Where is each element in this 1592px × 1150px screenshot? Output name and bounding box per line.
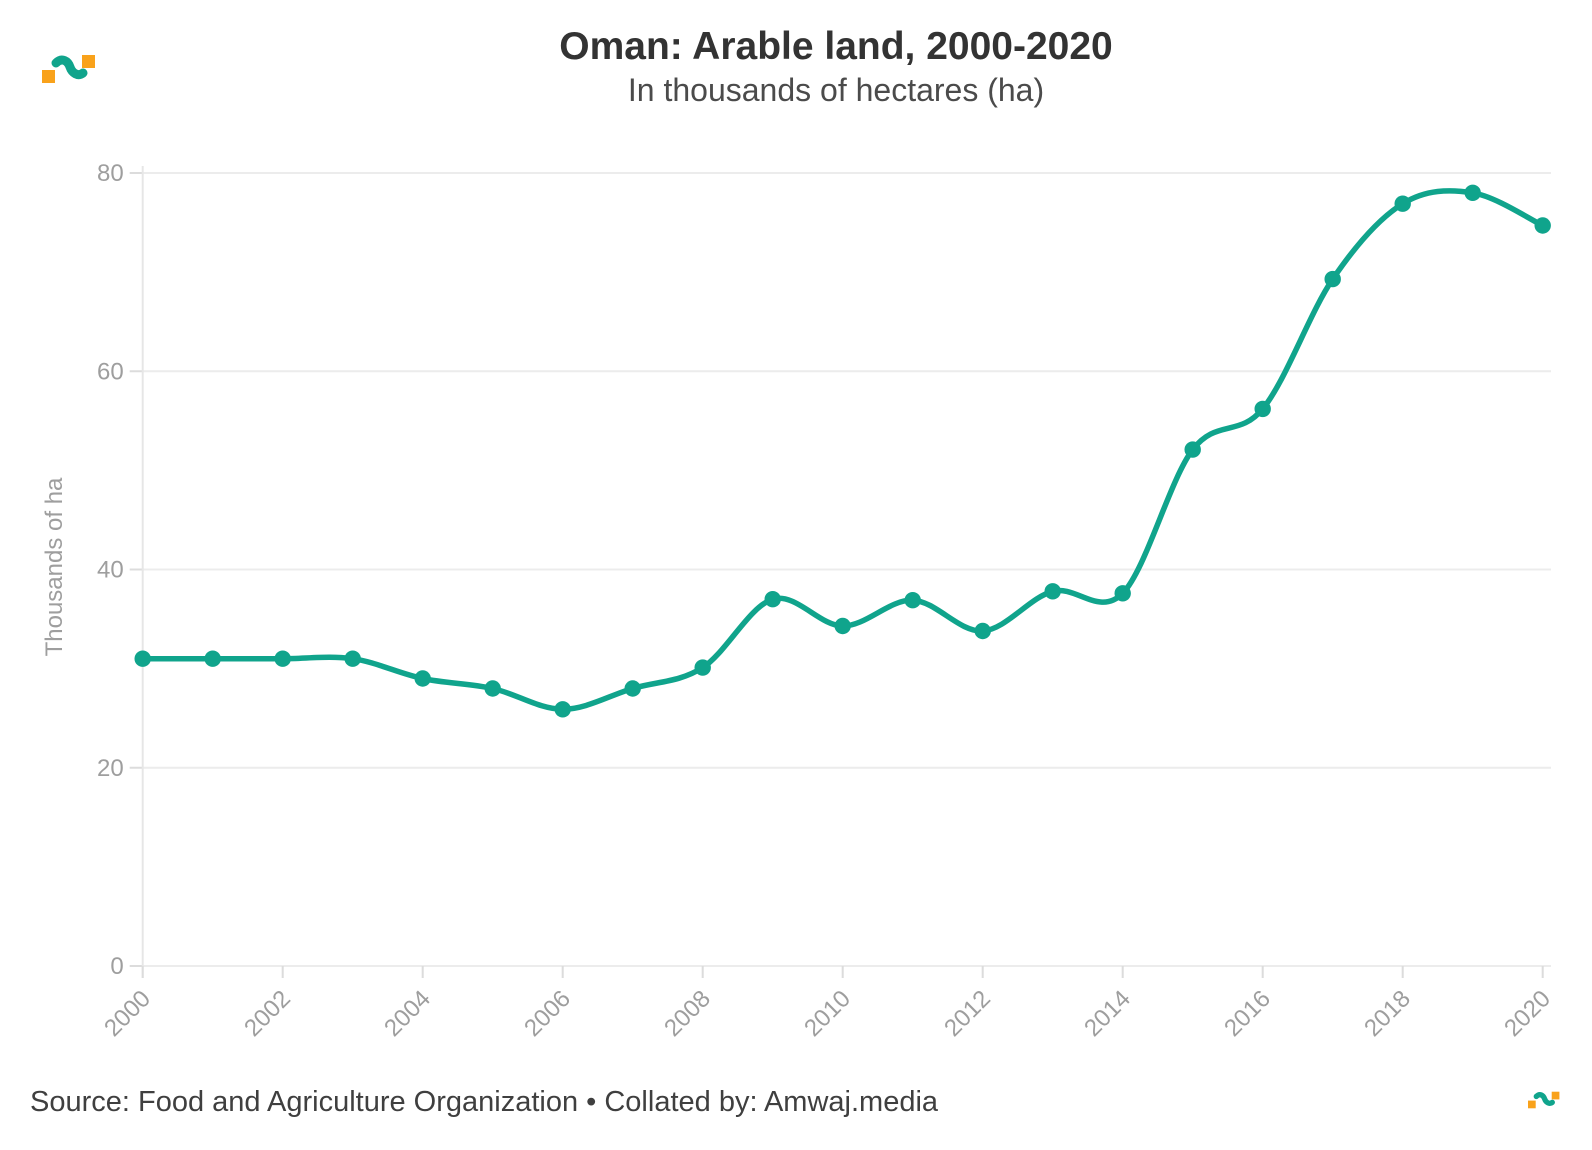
x-tick-label: 2016	[1219, 985, 1276, 1042]
data-point	[554, 701, 571, 718]
data-point	[134, 650, 151, 667]
x-tick-label: 2004	[379, 985, 436, 1042]
data-point	[1114, 585, 1131, 602]
data-point	[1394, 195, 1411, 212]
logo-orange-square-left	[42, 70, 55, 83]
data-point	[904, 592, 921, 609]
data-point	[344, 650, 361, 667]
y-tick-label: 80	[97, 160, 124, 187]
trend-line	[139, 188, 1546, 713]
amwaj-logo-icon	[42, 55, 95, 83]
line-chart-canvas: 0 20 40 60 80 2000 2002 2004 2006 2008 2010 2012 201…	[41, 160, 1556, 1042]
logo-wave-shape	[51, 55, 88, 80]
logo-wave-shape	[1533, 1092, 1555, 1106]
data-point	[1184, 441, 1201, 458]
chart-title: Oman: Arable land, 2000-2020	[559, 25, 1113, 68]
x-tick-label: 2000	[99, 985, 156, 1042]
x-tick-label: 2020	[1499, 985, 1556, 1042]
data-point	[204, 650, 221, 667]
x-tick-label: 2006	[519, 985, 576, 1042]
data-point	[1254, 400, 1271, 418]
y-tick-label: 60	[97, 358, 124, 385]
x-tick-label: 2012	[939, 985, 996, 1042]
data-point	[1044, 583, 1061, 600]
y-tick-label: 0	[110, 953, 123, 980]
source-note: Source: Food and Agriculture Organizatio…	[30, 1086, 939, 1118]
logo-orange-square-right	[82, 55, 95, 68]
data-point	[1534, 217, 1551, 234]
y-axis-title: Thousands of ha	[41, 477, 68, 656]
logo-orange-square-right	[1551, 1091, 1560, 1100]
data-point	[1464, 184, 1481, 201]
data-point	[834, 617, 851, 635]
amwaj-logo-icon-small	[1528, 1091, 1560, 1109]
x-tick-label: 2008	[659, 985, 716, 1042]
data-point	[274, 650, 291, 667]
data-point	[624, 680, 641, 697]
chart-subtitle: In thousands of hectares (ha)	[627, 71, 1045, 108]
data-point	[1324, 270, 1341, 288]
x-tick-label: 2002	[239, 985, 296, 1042]
logo-orange-square-left	[1528, 1100, 1536, 1109]
y-tick-label: 40	[97, 557, 124, 584]
data-point	[694, 659, 711, 676]
data-point	[414, 670, 431, 687]
x-tick-label: 2018	[1359, 985, 1416, 1042]
x-tick-label: 2010	[799, 985, 856, 1042]
y-tick-label: 20	[97, 755, 124, 782]
data-point	[974, 622, 991, 640]
data-point	[764, 591, 781, 608]
chart-header: Oman: Arable land, 2000-2020 In thousand…	[90, 0, 1582, 111]
x-tick-label: 2014	[1079, 985, 1136, 1042]
data-point	[484, 680, 501, 697]
